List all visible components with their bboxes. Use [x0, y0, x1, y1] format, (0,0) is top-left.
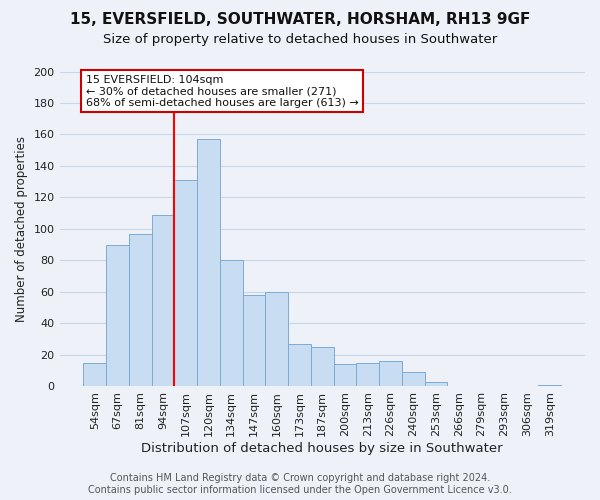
Bar [175, 180, 197, 386]
Text: 15 EVERSFIELD: 104sqm
← 30% of detached houses are smaller (271)
68% of semi-det: 15 EVERSFIELD: 104sqm ← 30% of detached … [86, 74, 358, 108]
Bar [242, 295, 265, 386]
Bar [356, 363, 379, 386]
Bar [197, 139, 220, 386]
Bar [265, 292, 288, 386]
Bar [402, 372, 425, 386]
Y-axis label: Number of detached properties: Number of detached properties [15, 136, 28, 322]
Bar [425, 382, 448, 386]
Bar [129, 234, 152, 386]
Text: Contains HM Land Registry data © Crown copyright and database right 2024.
Contai: Contains HM Land Registry data © Crown c… [88, 474, 512, 495]
Bar [379, 362, 402, 386]
Text: Size of property relative to detached houses in Southwater: Size of property relative to detached ho… [103, 32, 497, 46]
Bar [538, 385, 561, 386]
X-axis label: Distribution of detached houses by size in Southwater: Distribution of detached houses by size … [142, 442, 503, 455]
Bar [311, 347, 334, 387]
Bar [288, 344, 311, 387]
Bar [152, 215, 175, 386]
Bar [334, 364, 356, 386]
Bar [106, 244, 129, 386]
Bar [83, 363, 106, 386]
Bar [220, 260, 242, 386]
Text: 15, EVERSFIELD, SOUTHWATER, HORSHAM, RH13 9GF: 15, EVERSFIELD, SOUTHWATER, HORSHAM, RH1… [70, 12, 530, 28]
